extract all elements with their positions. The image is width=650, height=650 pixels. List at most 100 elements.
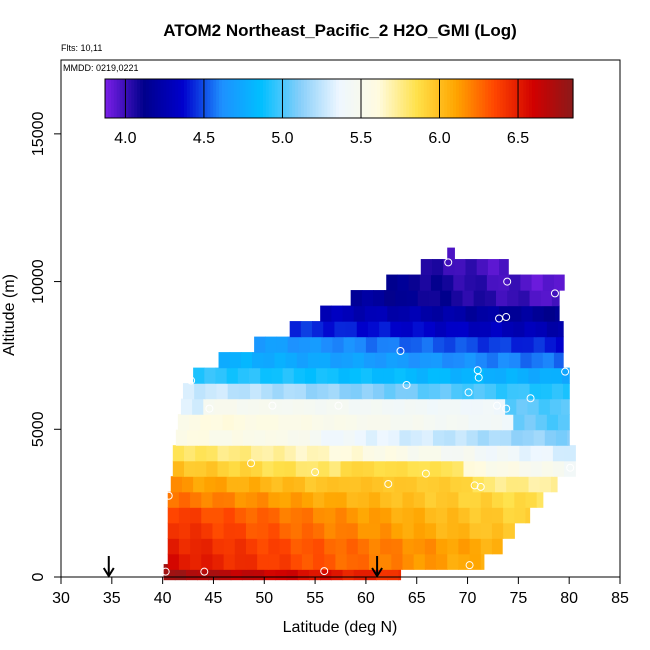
sample-point [476, 482, 485, 491]
colorbar-segment [347, 79, 352, 118]
heatmap-cell [223, 491, 236, 508]
heatmap-cell [476, 259, 489, 276]
colorbar-segment [543, 79, 548, 118]
heatmap-cell [284, 445, 297, 462]
heatmap-cell [508, 445, 520, 462]
heatmap-cell [563, 383, 570, 400]
heatmap-cell [320, 305, 332, 322]
colorbar-segment [420, 79, 425, 118]
heatmap-cell [431, 259, 444, 276]
heatmap-cell [178, 491, 191, 508]
heatmap-cell [267, 414, 280, 431]
heatmap-cell [257, 553, 269, 570]
colorbar-segment [151, 79, 156, 118]
heatmap-cell [474, 460, 487, 477]
colorbar-segment [529, 79, 533, 118]
colorbar-segment [137, 79, 141, 118]
sample-point [421, 469, 430, 478]
flight-start-arrow [102, 556, 115, 578]
sample-point [561, 367, 570, 376]
heatmap-cell [264, 564, 277, 581]
heatmap-cell [257, 522, 269, 539]
heatmap-cell [449, 398, 462, 415]
heatmap-cell [469, 507, 482, 524]
heatmap-cell [440, 383, 452, 400]
heatmap-cell [372, 476, 384, 493]
sample-point [566, 463, 575, 472]
colorbar-segment [350, 79, 355, 118]
heatmap-cell [399, 429, 412, 446]
heatmap-cell [189, 414, 201, 431]
heatmap-cell [458, 491, 471, 508]
colorbar-segment [105, 79, 109, 118]
colorbar-segment [508, 79, 513, 118]
heatmap-cell [321, 336, 333, 353]
heatmap-cell [363, 352, 376, 369]
heatmap-cell [245, 553, 258, 570]
heatmap-cell [268, 507, 281, 524]
sample-point [384, 479, 393, 488]
colorbar-segment [268, 79, 273, 118]
heatmap-cell [326, 398, 339, 415]
heatmap-cell [174, 564, 187, 581]
sample-point [268, 401, 277, 410]
colorbar-segment [406, 79, 410, 118]
heatmap-cell [334, 321, 347, 338]
heatmap-cell [499, 259, 509, 276]
heatmap-cell [465, 259, 478, 276]
heatmap-cell [419, 352, 432, 369]
x-tick-label: 65 [408, 590, 426, 607]
heatmap-cell [500, 429, 512, 446]
heatmap-cell [240, 352, 253, 369]
heatmap-cell [479, 321, 492, 338]
heatmap-cell [533, 429, 546, 446]
heatmap-cell [488, 429, 501, 446]
heatmap-cell [518, 383, 531, 400]
heatmap-cell [364, 564, 377, 581]
heatmap-cell [225, 398, 238, 415]
heatmap-cell [187, 429, 199, 446]
heatmap-cell [391, 507, 404, 524]
heatmap-cell [511, 429, 524, 446]
heatmap-cell [528, 367, 541, 384]
heatmap-cell [335, 507, 348, 524]
heatmap-cell [444, 336, 456, 353]
colorbar-segment [321, 79, 325, 118]
colorbar-segment [125, 79, 129, 118]
heatmap-cell [304, 476, 317, 493]
heatmap-cell [480, 553, 485, 570]
colorbar-segment [368, 79, 372, 118]
colorbar-segment [239, 79, 244, 118]
colorbar-segment [485, 79, 489, 118]
colorbar-segment [377, 79, 381, 118]
y-tick-label: 0 [30, 572, 47, 581]
heatmap-cell [509, 274, 521, 291]
heatmap-cell [469, 538, 482, 555]
heatmap-row [420, 259, 509, 276]
heatmap-cell [549, 398, 562, 415]
colorbar-segment [169, 79, 173, 118]
heatmap-cell [561, 398, 570, 415]
heatmap-cell [218, 352, 231, 369]
heatmap-cell [276, 336, 289, 353]
heatmap-cell [282, 476, 295, 493]
heatmap-cell [324, 538, 337, 555]
heatmap-cell [469, 553, 482, 570]
heatmap-cell [257, 507, 269, 524]
heatmap-cell [376, 305, 388, 322]
heatmap-cell [167, 538, 180, 555]
heatmap-cell [262, 460, 275, 477]
heatmap-cell [361, 383, 374, 400]
heatmap-cell [257, 538, 269, 555]
x-axis-label: Latitude (deg N) [283, 619, 398, 636]
heatmap-row [167, 522, 515, 539]
heatmap-cell [419, 274, 432, 291]
colorbar-segment [219, 79, 223, 118]
heatmap-row [289, 321, 564, 338]
heatmap-cell [539, 476, 552, 493]
heatmap-cell [268, 522, 281, 539]
heatmap-cell [204, 476, 217, 493]
colorbar-frame [104, 78, 574, 119]
heatmap-cell [268, 491, 281, 508]
sample-point [320, 567, 329, 576]
